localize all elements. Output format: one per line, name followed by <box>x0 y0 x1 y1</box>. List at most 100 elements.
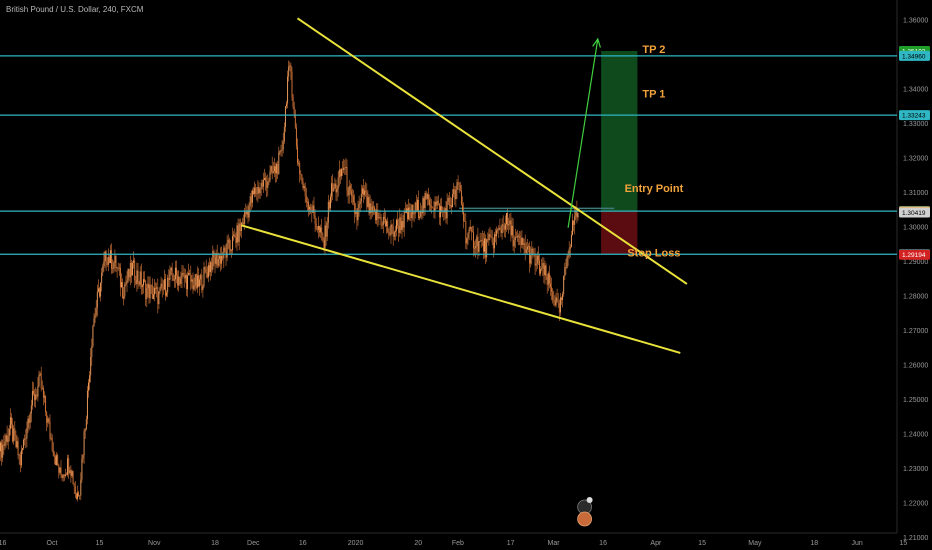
candle-body <box>96 291 98 308</box>
candle-body <box>457 182 459 183</box>
candle-body <box>152 294 154 299</box>
candle-body <box>108 257 110 263</box>
candle-body <box>545 265 547 277</box>
candle-body <box>456 182 458 190</box>
candle-body <box>264 177 265 180</box>
candle-body <box>90 356 92 376</box>
candle-body <box>433 208 435 211</box>
annotation-tp-1: TP 1 <box>642 89 665 101</box>
candle-body <box>525 249 527 253</box>
candle-body <box>489 234 491 237</box>
candle-body <box>17 441 19 456</box>
candle-body <box>464 221 466 222</box>
candle-body <box>104 251 106 261</box>
candle-body <box>18 454 20 456</box>
candle-body <box>341 169 342 177</box>
candle-body <box>97 288 99 292</box>
candle-body <box>74 486 76 494</box>
candle-body <box>369 203 371 214</box>
candle-body <box>348 185 350 196</box>
candle-body <box>487 239 489 241</box>
candle-body <box>178 276 180 286</box>
candle-body <box>491 236 493 243</box>
candle-body <box>194 274 196 286</box>
candle-body <box>82 454 84 459</box>
candle-body <box>42 388 44 398</box>
candle-body <box>86 390 88 420</box>
annotation-stop-loss: Stop Loss <box>627 247 680 259</box>
candle-body <box>257 186 259 194</box>
candle-body <box>140 271 142 287</box>
candle-body <box>361 188 363 194</box>
candle-body <box>60 467 62 475</box>
candle-body <box>278 152 280 175</box>
candle-body <box>488 234 490 241</box>
candle-body <box>327 201 329 223</box>
x-tick-label: 17 <box>507 540 515 547</box>
candle-body <box>53 455 55 457</box>
candle-body <box>30 405 32 414</box>
candle-body <box>221 255 223 264</box>
candle-body <box>495 234 496 237</box>
candle-body <box>289 65 291 67</box>
y-tick-label: 1.27000 <box>903 328 928 335</box>
candle-body <box>330 196 331 209</box>
candle-body <box>66 474 67 476</box>
candle-body <box>19 454 21 466</box>
candle-body <box>349 185 351 191</box>
candle-body <box>279 150 281 153</box>
candle-body <box>111 250 113 270</box>
candle-body <box>537 255 539 261</box>
candle-body <box>185 275 187 290</box>
candle-body <box>370 203 372 213</box>
candle-body <box>102 266 104 273</box>
candle-body <box>52 450 54 456</box>
candle-body <box>463 211 465 222</box>
candle-body <box>170 267 172 271</box>
y-tick-label: 1.22000 <box>903 501 928 508</box>
x-tick-label: Dec <box>247 540 260 547</box>
candle-body <box>7 436 9 443</box>
candle-body <box>381 224 383 226</box>
x-tick-label: 16 <box>599 540 607 547</box>
candle-body <box>490 236 492 237</box>
candle-body <box>533 253 535 254</box>
candle-body <box>201 274 203 290</box>
candle-body <box>207 265 209 278</box>
candle-body <box>291 71 293 97</box>
candle-body <box>22 448 23 451</box>
candle-body <box>303 185 305 188</box>
candle-body <box>350 190 352 196</box>
candle-body <box>73 484 75 487</box>
candle-body <box>240 222 242 231</box>
candle-body <box>202 286 204 290</box>
candle-body <box>419 216 421 218</box>
candle-body <box>286 103 287 107</box>
candle-body <box>465 221 467 244</box>
candle-body <box>506 213 507 225</box>
candle-body <box>532 248 534 254</box>
candle-body <box>255 187 257 194</box>
candle-body <box>412 204 414 215</box>
candle-body <box>328 201 330 209</box>
candle-body <box>397 219 399 226</box>
y-tick-label: 1.33000 <box>903 121 928 128</box>
candle-body <box>484 238 485 252</box>
candle-body <box>317 226 319 230</box>
candle-body <box>214 257 216 264</box>
candle-body <box>454 189 456 200</box>
candle-body <box>224 247 226 252</box>
candle-body <box>293 106 295 115</box>
candle-body <box>282 141 284 150</box>
candle-body <box>398 225 400 233</box>
candle-body <box>534 253 536 266</box>
candle-body <box>3 444 5 446</box>
candle-body <box>562 293 564 301</box>
candle-body <box>524 243 526 253</box>
candle-body <box>468 229 470 234</box>
candle-body <box>523 243 525 245</box>
candle-body <box>400 217 402 231</box>
candle-body <box>535 263 537 266</box>
lower-trendline <box>241 224 681 354</box>
